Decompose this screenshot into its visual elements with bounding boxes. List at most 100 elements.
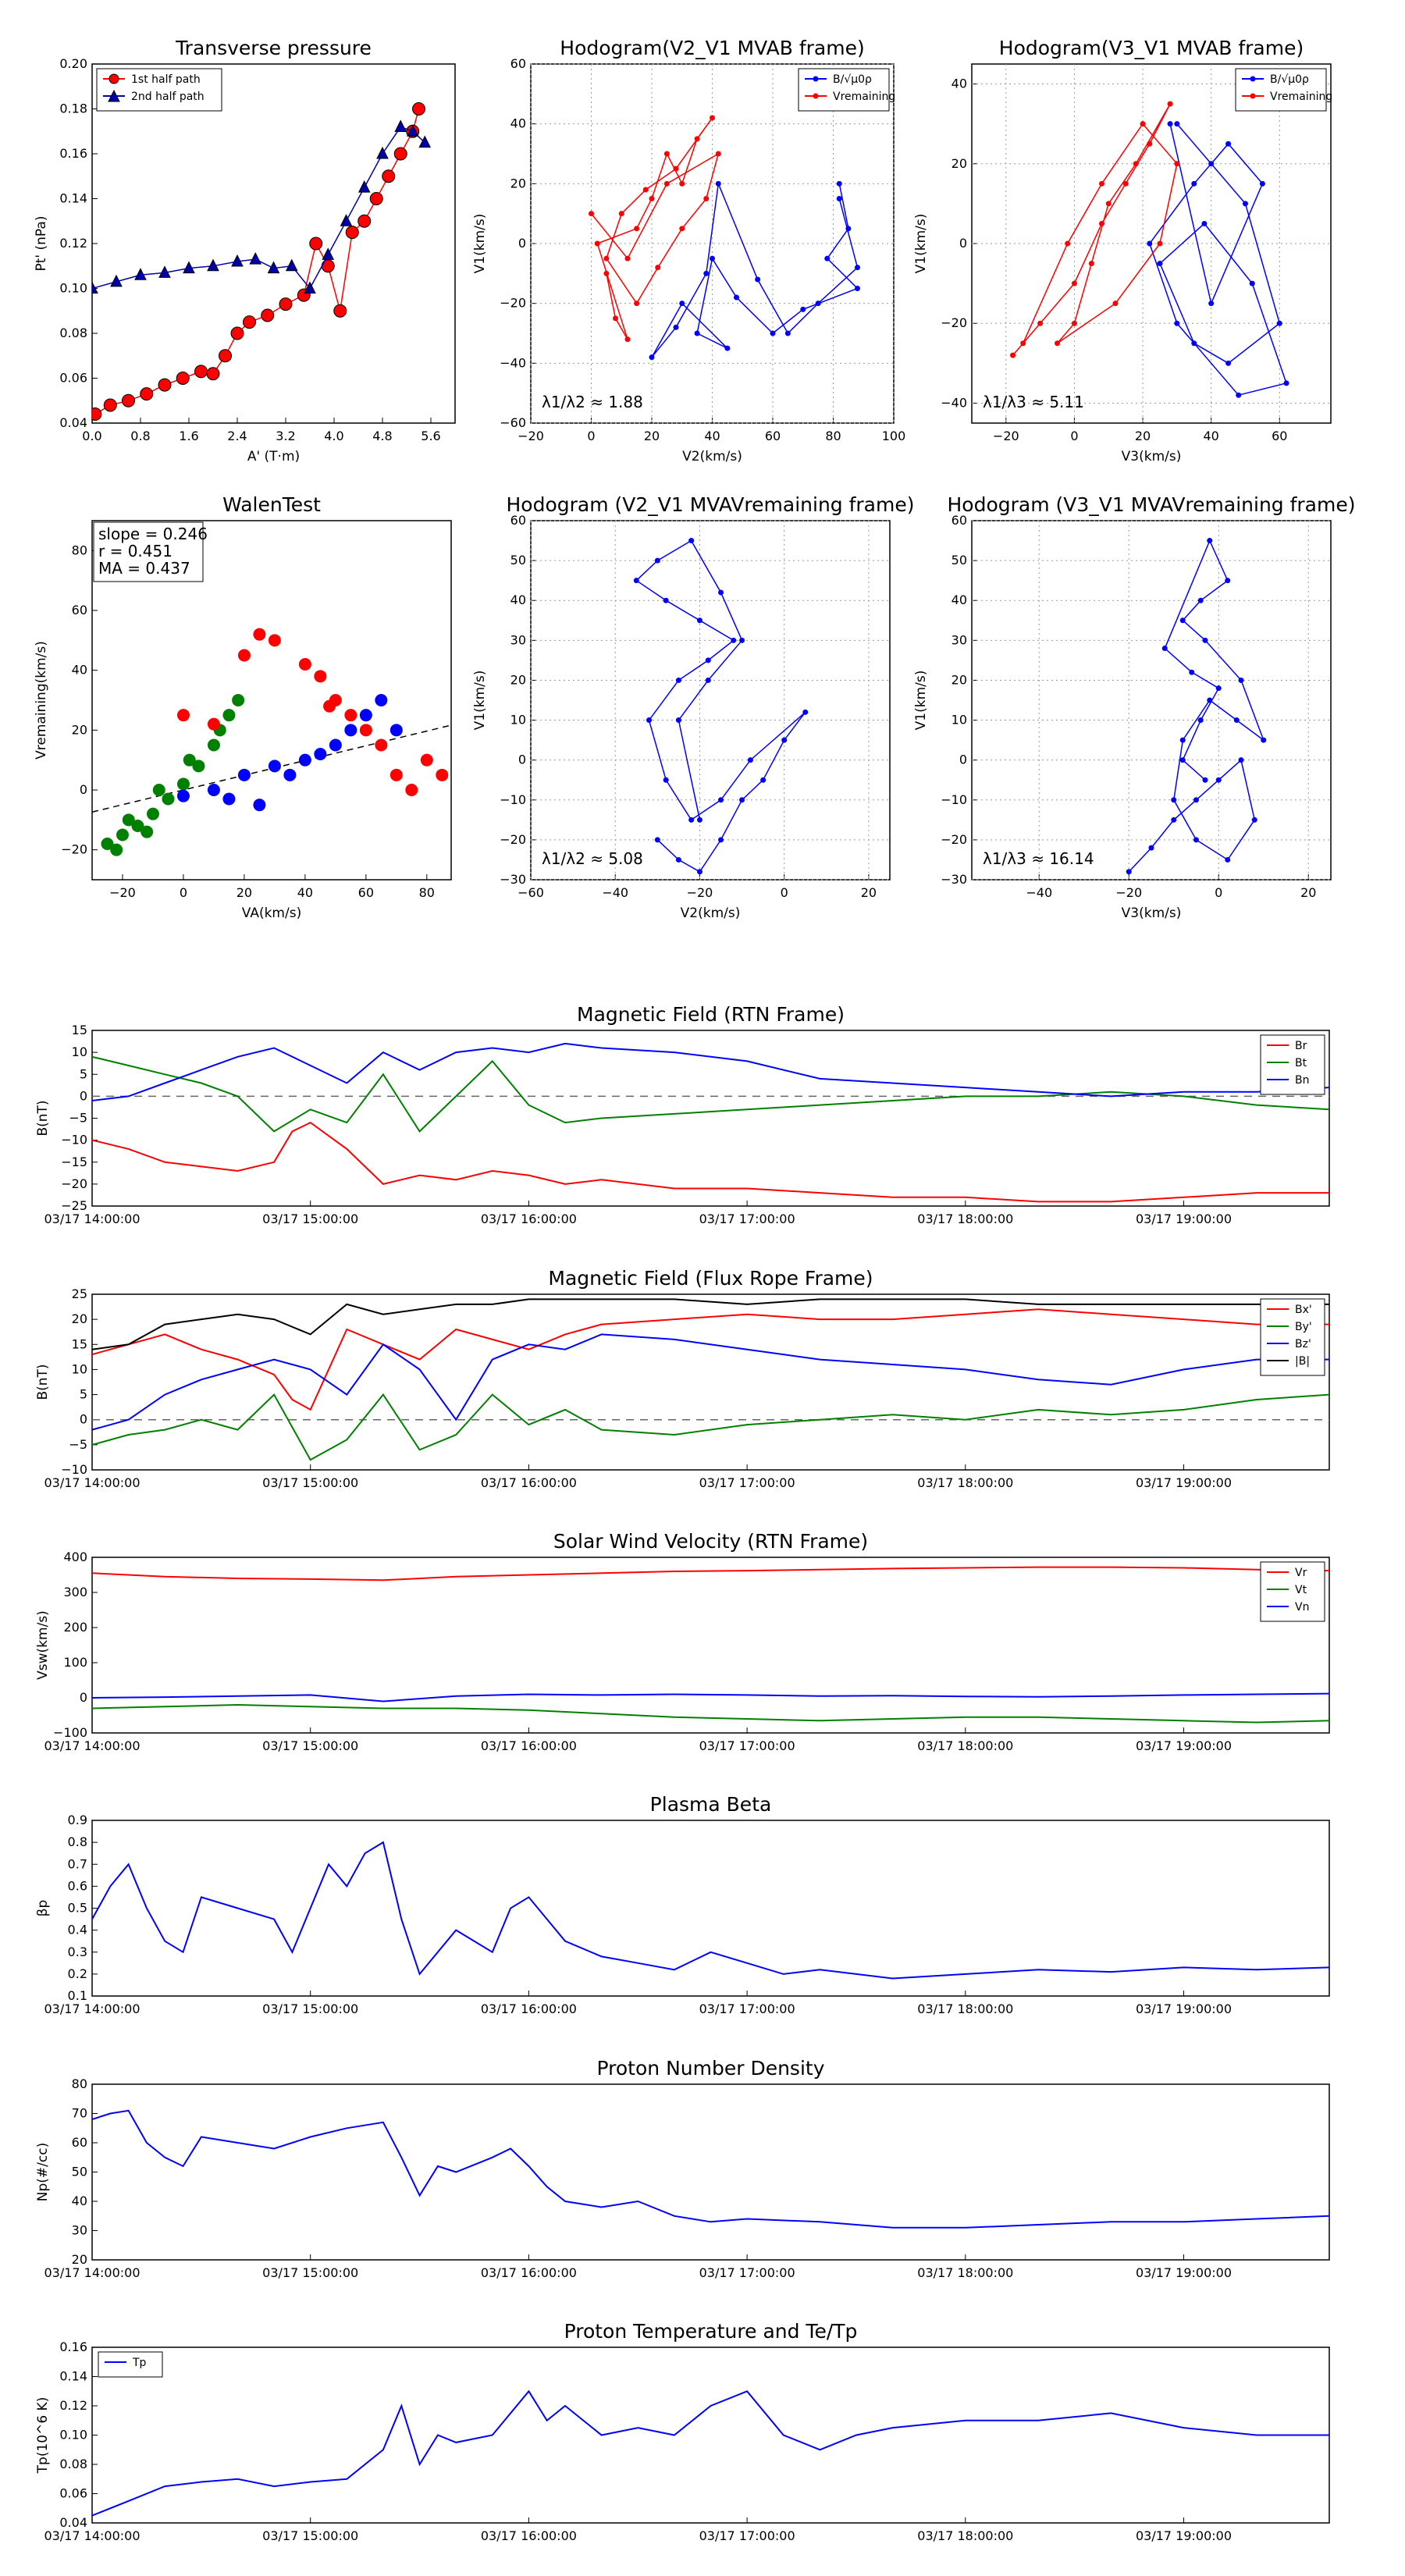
y-tick-label: 25 (72, 1286, 87, 1301)
y-tick-label: 20 (510, 672, 526, 687)
x-tick-label: 03/17 16:00:00 (481, 1738, 577, 1753)
data-point (1225, 856, 1231, 863)
data-point (268, 760, 281, 773)
data-point (649, 196, 655, 201)
data-point (309, 237, 323, 251)
series-line-blue (635, 539, 806, 873)
data-point (1208, 301, 1215, 307)
y-tick-label: −10 (941, 792, 967, 807)
data-point (1174, 320, 1180, 326)
data-point (688, 538, 695, 544)
data-point (345, 226, 359, 240)
y-tick-label: 0 (518, 753, 526, 767)
data-point (436, 768, 449, 781)
data-point (152, 784, 165, 796)
data-point (158, 265, 171, 278)
data-point (624, 255, 631, 262)
x-tick-label: 03/17 16:00:00 (481, 1212, 577, 1226)
data-point (836, 196, 842, 201)
data-point (232, 694, 245, 706)
data-point (633, 578, 639, 584)
x-tick-label: 03/17 17:00:00 (699, 2265, 795, 2280)
data-point (679, 301, 685, 307)
stats-line: MA = 0.437 (98, 559, 190, 578)
data-point (314, 670, 327, 683)
data-point (694, 330, 700, 336)
data-point (800, 306, 806, 312)
data-point (1088, 261, 1094, 267)
data-point (1105, 201, 1112, 207)
data-point (1207, 538, 1213, 544)
x-tick-label: 80 (825, 429, 841, 443)
data-point (131, 820, 144, 832)
data-point (663, 777, 669, 783)
data-point (1171, 797, 1177, 803)
x-tick-label: 0 (180, 885, 187, 900)
data-point (770, 330, 776, 336)
y-tick-label: 0.04 (59, 2515, 87, 2530)
y-tick-label: 5 (80, 1066, 87, 1081)
x-tick-label: 20 (1300, 885, 1316, 900)
data-point (116, 828, 129, 841)
plot-frame (91, 63, 456, 424)
data-point (1197, 717, 1204, 724)
data-point (1147, 240, 1153, 247)
x-tick-label: 60 (765, 429, 781, 443)
data-point (703, 196, 710, 201)
chart-ts_np: Proton Number Density 03/17 14:00:00 03/17… (35, 2057, 1330, 2280)
chart-h2: Hodogram(V3_V1 MVAB frame) −20 0 20 40 60 −40 −… (913, 37, 1332, 464)
chart-ts_rtn: Magnetic Field (RTN Frame) 03/17 14:00:00… (35, 1003, 1330, 1226)
plot-area (1010, 101, 1289, 398)
legend-label: Vremaining (1270, 91, 1332, 103)
data-point (1055, 340, 1061, 347)
eigenvalue-ratio-annotation: λ1/λ3 ≈ 16.14 (983, 849, 1094, 868)
data-point (1225, 578, 1231, 584)
data-point (243, 315, 256, 329)
data-point (1191, 340, 1197, 347)
y-tick-label: 0.3 (68, 1944, 87, 1959)
y-axis-label: V1(km/s) (913, 214, 929, 274)
y-tick-label: −20 (61, 1176, 87, 1191)
plot-title: Magnetic Field (RTN Frame) (577, 1003, 845, 1026)
series-line-blue (1128, 539, 1265, 873)
data-point (1147, 141, 1153, 147)
data-point (603, 255, 610, 262)
x-tick-label: 0 (1215, 885, 1222, 900)
x-tick-label: −20 (1115, 885, 1142, 900)
x-tick-label: 03/17 16:00:00 (481, 1475, 577, 1490)
x-tick-label: 03/17 18:00:00 (917, 1738, 1013, 1753)
x-tick-label: 03/17 15:00:00 (262, 2001, 358, 2016)
data-point (1225, 141, 1232, 147)
data-point (382, 169, 396, 183)
y-tick-label: 60 (951, 513, 967, 528)
data-point (1133, 161, 1139, 167)
data-point (1197, 597, 1204, 603)
plot-area (92, 1841, 1329, 1980)
y-tick-label: −25 (61, 1198, 87, 1213)
x-tick-label: 1.6 (179, 429, 198, 443)
y-tick-label: −15 (61, 1155, 87, 1169)
plot-title: Hodogram (V2_V1 MVAVremaining frame) (507, 493, 915, 516)
series-line-|B| (92, 1298, 1329, 1350)
legend-label: Vt (1295, 1584, 1307, 1596)
y-tick-label: 0.12 (59, 236, 87, 251)
data-point (1171, 817, 1177, 823)
data-point (222, 709, 236, 722)
x-tick-label: 03/17 19:00:00 (1136, 1212, 1232, 1226)
data-point (1098, 220, 1104, 226)
data-point (663, 597, 669, 603)
data-point (192, 760, 205, 773)
legend-label: 1st half path (131, 73, 201, 86)
data-point (1261, 737, 1267, 743)
y-tick-label: 0 (959, 753, 967, 767)
x-tick-label: 03/17 17:00:00 (699, 1738, 795, 1753)
y-tick-label: −20 (941, 315, 967, 330)
data-point (802, 709, 809, 715)
series-line-Vt (92, 1703, 1329, 1724)
data-point (1174, 121, 1180, 127)
data-point (375, 738, 388, 752)
data-point (176, 709, 190, 722)
data-point (654, 837, 660, 843)
plot-frame (91, 1557, 1330, 1734)
data-point (1179, 617, 1186, 624)
